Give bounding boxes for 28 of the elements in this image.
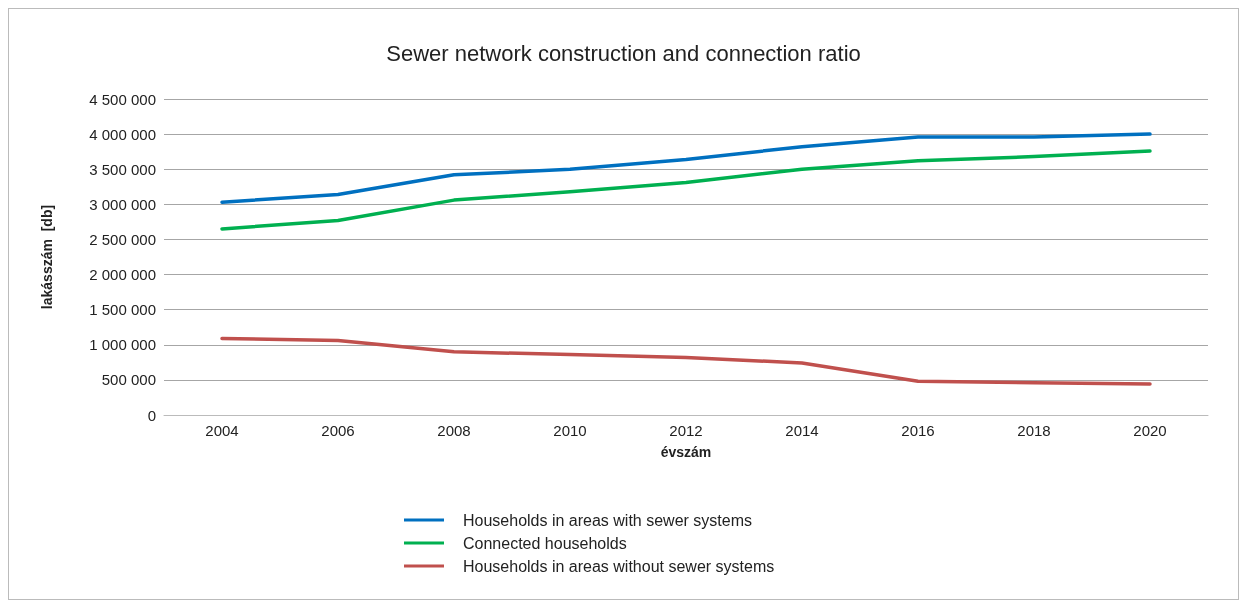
line-series (220, 336, 1152, 386)
y-axis-title: lakásszám [db] (39, 204, 55, 310)
legend-label: Connected households (463, 534, 627, 552)
x-tick-label: 2016 (901, 422, 935, 439)
y-tick-label: 0 (147, 406, 156, 424)
line-series (220, 149, 1152, 231)
legend-label: Households in areas with sewer systems (463, 511, 753, 529)
y-tick-label: 500 000 (101, 371, 156, 389)
y-tick-label: 4 500 000 (89, 90, 156, 108)
x-tick-label: 2020 (1133, 422, 1167, 439)
x-tick-label: 2006 (321, 422, 355, 439)
chart-title: Sewer network construction and connection ratio (386, 40, 861, 66)
y-tick-label: 2 000 000 (89, 266, 156, 284)
legend-label: Households in areas without sewer systems (463, 557, 775, 575)
y-tick-label: 4 000 000 (89, 125, 156, 143)
y-tick-label: 1 500 000 (89, 301, 156, 319)
y-tick-label: 3 500 000 (89, 160, 156, 178)
x-axis-title: évszám (660, 444, 712, 460)
x-tick-label: 2018 (1017, 422, 1051, 439)
y-tick-label: 3 000 000 (89, 195, 156, 213)
y-tick-label: 1 000 000 (89, 336, 156, 354)
x-tick-label: 2008 (437, 422, 471, 439)
y-tick-label: 2 500 000 (89, 230, 156, 248)
x-tick-label: 2014 (785, 422, 819, 439)
line-series (220, 132, 1152, 204)
x-tick-label: 2012 (669, 422, 703, 439)
x-tick-label: 2004 (205, 422, 239, 439)
x-tick-label: 2010 (553, 422, 587, 439)
